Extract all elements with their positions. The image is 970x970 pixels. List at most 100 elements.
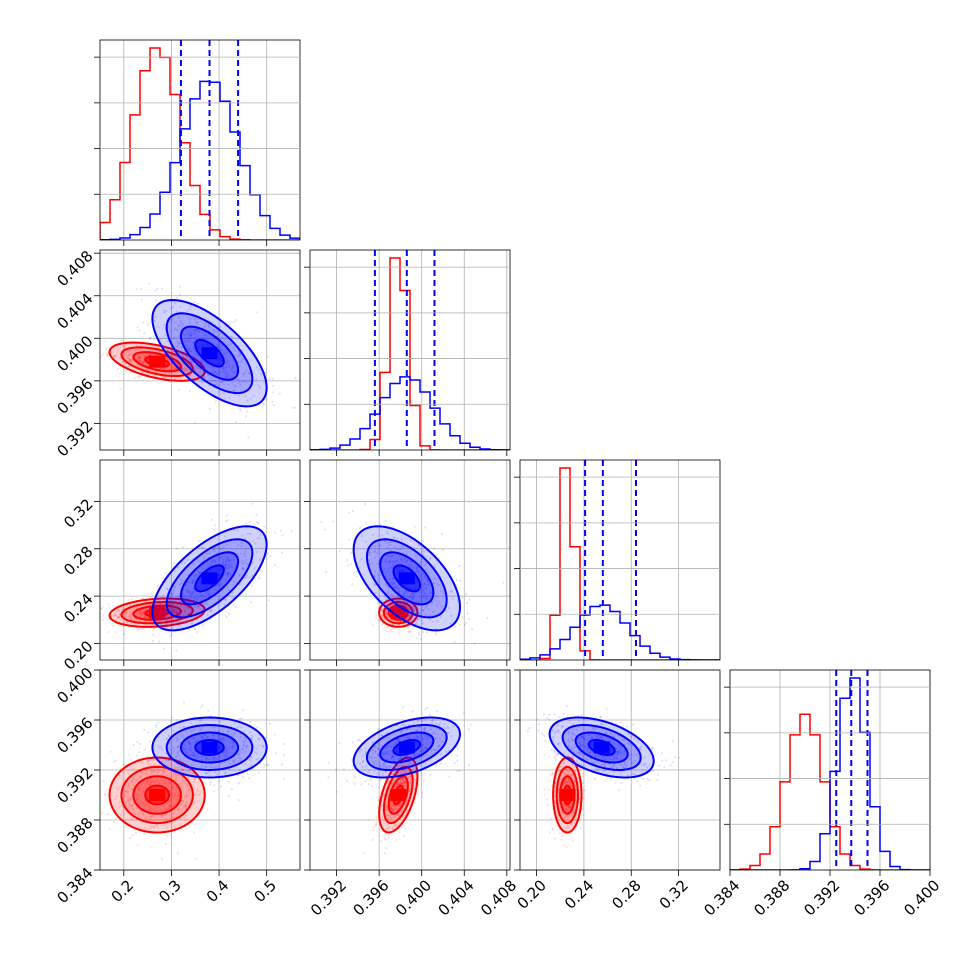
scatter-point bbox=[199, 607, 202, 610]
scatter-point bbox=[403, 765, 406, 768]
scatter-point bbox=[181, 364, 184, 367]
scatter-point bbox=[381, 765, 384, 769]
scatter-point bbox=[251, 737, 254, 740]
scatter-point bbox=[171, 318, 174, 321]
contour-red bbox=[378, 597, 419, 628]
scatter-point bbox=[421, 742, 424, 745]
scatter-point bbox=[132, 784, 135, 787]
scatter-point bbox=[140, 298, 143, 301]
scatter-point bbox=[554, 765, 558, 768]
scatter-point bbox=[194, 800, 197, 803]
scatter-point bbox=[176, 746, 179, 749]
scatter-point bbox=[565, 815, 568, 818]
scatter-point bbox=[442, 740, 445, 743]
scatter-point bbox=[235, 606, 238, 609]
scatter-point bbox=[194, 757, 197, 760]
scatter-point bbox=[423, 726, 427, 730]
contour-blue bbox=[179, 325, 240, 381]
scatter-point bbox=[194, 596, 197, 599]
scatter-point bbox=[199, 360, 202, 363]
scatter-point bbox=[193, 328, 196, 332]
scatter-point bbox=[129, 359, 133, 362]
scatter-point bbox=[222, 383, 225, 386]
scatter-point bbox=[449, 590, 452, 593]
scatter-point bbox=[419, 638, 422, 641]
scatter-point bbox=[190, 593, 194, 596]
scatter-point bbox=[204, 591, 208, 594]
density-peak bbox=[390, 789, 407, 801]
scatter-point bbox=[255, 758, 258, 761]
scatter-point bbox=[413, 777, 416, 780]
scatter-point bbox=[221, 349, 224, 352]
scatter-point bbox=[362, 851, 365, 854]
scatter-point bbox=[147, 779, 150, 782]
scatter-point bbox=[169, 635, 172, 638]
contour-red bbox=[387, 775, 409, 815]
scatter-point bbox=[122, 797, 125, 800]
scatter-point bbox=[398, 591, 401, 594]
scatter-point bbox=[173, 803, 176, 806]
scatter-point bbox=[207, 595, 210, 598]
scatter-point bbox=[207, 591, 210, 594]
scatter-point bbox=[192, 328, 196, 331]
scatter-point bbox=[257, 744, 260, 747]
scatter-point bbox=[388, 580, 392, 584]
scatter-point bbox=[222, 751, 225, 754]
scatter-point bbox=[551, 828, 554, 831]
scatter-point bbox=[184, 358, 187, 361]
scatter-point bbox=[212, 737, 216, 740]
scatter-point bbox=[168, 803, 171, 806]
scatter-point bbox=[390, 540, 393, 544]
scatter-point bbox=[398, 554, 402, 558]
scatter-point bbox=[421, 739, 424, 743]
scatter-point bbox=[171, 306, 175, 309]
scatter-point bbox=[409, 775, 412, 778]
scatter-point bbox=[269, 555, 272, 558]
scatter-point bbox=[165, 572, 168, 575]
scatter-point bbox=[145, 620, 148, 623]
scatter-point bbox=[154, 289, 157, 292]
scatter-point bbox=[571, 748, 574, 751]
scatter-point bbox=[186, 783, 189, 786]
scatter-point bbox=[412, 736, 415, 739]
scatter-point bbox=[112, 605, 115, 608]
scatter-point bbox=[105, 354, 109, 357]
scatter-point bbox=[428, 736, 431, 739]
scatter-point bbox=[122, 613, 125, 616]
scatter-point bbox=[208, 770, 211, 773]
scatter-point bbox=[126, 357, 129, 360]
scatter-point bbox=[195, 364, 198, 367]
scatter-point bbox=[373, 770, 376, 773]
scatter-point bbox=[571, 815, 574, 818]
scatter-point bbox=[568, 770, 571, 773]
scatter-point bbox=[195, 611, 198, 614]
scatter-point bbox=[162, 577, 165, 580]
scatter-point bbox=[466, 601, 469, 605]
scatter-point bbox=[165, 759, 168, 762]
scatter-point bbox=[188, 389, 191, 393]
scatter-point bbox=[188, 742, 192, 745]
scatter-point bbox=[209, 783, 212, 786]
scatter-point bbox=[221, 380, 224, 383]
scatter-point bbox=[226, 572, 229, 575]
scatter-point bbox=[181, 614, 184, 617]
scatter-point bbox=[96, 348, 98, 350]
scatter-point bbox=[133, 348, 137, 351]
scatter-point bbox=[232, 604, 235, 607]
scatter-point bbox=[212, 331, 216, 334]
scatter-point bbox=[132, 808, 135, 811]
scatter-point bbox=[165, 813, 168, 817]
scatter-point bbox=[547, 788, 550, 791]
scatter-point bbox=[389, 806, 392, 809]
scatter-point bbox=[179, 320, 182, 323]
scatter-point bbox=[193, 331, 196, 334]
scatter-point bbox=[323, 528, 326, 531]
scatter-point bbox=[245, 745, 248, 748]
scatter-point bbox=[425, 597, 428, 600]
scatter-point bbox=[223, 761, 226, 764]
scatter-point bbox=[408, 629, 411, 633]
scatter-point bbox=[188, 628, 191, 631]
scatter-point bbox=[162, 367, 165, 370]
scatter-point bbox=[406, 590, 409, 593]
scatter-point bbox=[114, 354, 117, 357]
